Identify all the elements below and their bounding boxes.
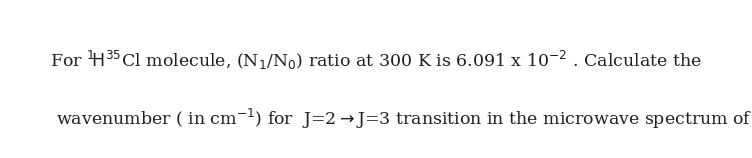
Text: For $^1\!\mathrm{H}^{35}$Cl molecule, (N$_1$/N$_0$) ratio at 300 K is 6.091 x 10: For $^1\!\mathrm{H}^{35}$Cl molecule, (N… [50,49,702,72]
Text: wavenumber ( in cm$^{-1}$) for  J=2$\rightarrow$J=3 transition in the microwave : wavenumber ( in cm$^{-1}$) for J=2$\righ… [56,106,752,131]
